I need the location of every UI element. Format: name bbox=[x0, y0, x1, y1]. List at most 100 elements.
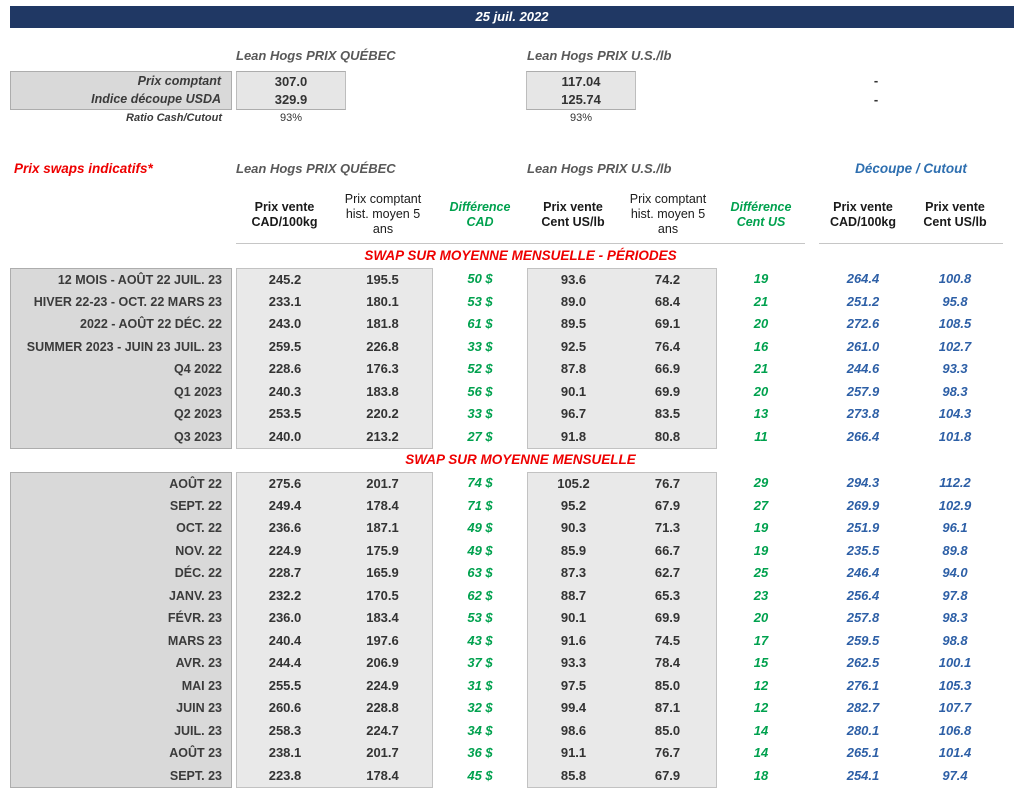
diff-cad-cell: 71 $ bbox=[467, 497, 493, 513]
cutout-us-cell: 94.0 bbox=[942, 565, 968, 580]
table-row: NOV. 22 224.9 175.9 49 $ 85.9 66.7 19 235.5 89.8 bbox=[10, 539, 1014, 562]
hist-cad-cell: 228.8 bbox=[333, 697, 433, 720]
hist-us-cell: 69.9 bbox=[619, 380, 717, 403]
swap-table-body: SWAP SUR MOYENNE MENSUELLE - PÉRIODES 12 … bbox=[10, 244, 1014, 788]
diff-cad-cell: 52 $ bbox=[467, 361, 493, 376]
table-row: SEPT. 23 223.8 178.4 45 $ 85.8 67.9 18 254.1 97.… bbox=[10, 764, 1014, 788]
cutout-cad-cell: 264.4 bbox=[846, 271, 880, 286]
diff-us-cell: 14 bbox=[753, 722, 769, 738]
hist-us-cell: 67.9 bbox=[619, 494, 717, 517]
report-date: 25 juil. 2022 bbox=[475, 9, 549, 24]
hist-cad-cell: 178.4 bbox=[333, 764, 433, 788]
diff-cad-cell: 49 $ bbox=[467, 520, 493, 535]
cutout-cad-cell: 265.1 bbox=[846, 745, 880, 760]
table-row: FÉVR. 23 236.0 183.4 53 $ 90.1 69.9 20 257.8 98.… bbox=[10, 607, 1014, 630]
diff-us-cell: 25 bbox=[753, 565, 769, 580]
spacer bbox=[805, 336, 819, 359]
diff-us-cell: 14 bbox=[753, 745, 769, 760]
row-label: 12 MOIS - AOÛT 22 JUIL. 23 bbox=[10, 268, 232, 292]
cutout-us-cell: 93.3 bbox=[942, 361, 968, 376]
cutout-cad-cell: 294.3 bbox=[846, 475, 880, 490]
diff-cad-cell: 31 $ bbox=[467, 677, 493, 693]
section-title: SWAP SUR MOYENNE MENSUELLE bbox=[405, 452, 636, 467]
spacer bbox=[636, 90, 856, 110]
price-cad-cell: 240.3 bbox=[236, 380, 333, 403]
table-row: JANV. 23 232.2 170.5 62 $ 88.7 65.3 23 256.4 97.… bbox=[10, 584, 1014, 607]
table-row: SUMMER 2023 - JUIN 23 JUIL. 23 259.5 226.8… bbox=[10, 335, 1014, 359]
row-label: SEPT. 23 bbox=[10, 764, 232, 788]
spot-note bbox=[856, 109, 896, 127]
price-us-cell: 91.1 bbox=[527, 742, 619, 765]
cutout-us-cell: 108.5 bbox=[938, 316, 972, 331]
row-label: 2022 - AOÛT 22 DÉC. 22 bbox=[10, 313, 232, 336]
diff-us-cell: 17 bbox=[753, 632, 769, 648]
price-cad-cell: 236.0 bbox=[236, 607, 333, 630]
diff-us-cell: 12 bbox=[753, 700, 769, 715]
hist-cad-cell: 180.1 bbox=[333, 290, 433, 313]
price-cad-cell: 249.4 bbox=[236, 494, 333, 517]
diff-us-cell: 27 bbox=[753, 497, 769, 513]
diff-us-cell: 13 bbox=[753, 406, 769, 421]
row-label: DÉC. 22 bbox=[10, 562, 232, 585]
price-cad-cell: 240.0 bbox=[236, 425, 333, 449]
cutout-cad-cell: 246.4 bbox=[846, 565, 880, 580]
diff-us-cell: 20 bbox=[753, 383, 769, 399]
spot-titles-row: Lean Hogs PRIX QUÉBEC Lean Hogs PRIX U.S… bbox=[10, 48, 1014, 66]
diff-us-cell: 23 bbox=[753, 587, 769, 603]
diff-cad-cell: 43 $ bbox=[467, 632, 493, 648]
price-cad-cell: 223.8 bbox=[236, 764, 333, 788]
cutout-cad-cell: 251.9 bbox=[846, 520, 880, 535]
cutout-us-cell: 100.8 bbox=[938, 271, 972, 286]
col-header-diff-cad: Différence CAD bbox=[433, 186, 527, 244]
table-row: MAI 23 255.5 224.9 31 $ 97.5 85.0 12 276.1 105.3 bbox=[10, 674, 1014, 697]
diff-cad-cell: 53 $ bbox=[467, 610, 493, 625]
hist-us-cell: 69.1 bbox=[619, 313, 717, 336]
hist-cad-cell: 220.2 bbox=[333, 403, 433, 426]
spot-us-value: 117.04 bbox=[526, 71, 636, 91]
cutout-us-cell: 98.3 bbox=[942, 383, 968, 399]
price-cad-cell: 224.9 bbox=[236, 539, 333, 562]
row-label: MAI 23 bbox=[10, 674, 232, 697]
price-cad-cell: 232.2 bbox=[236, 584, 333, 607]
spacer bbox=[346, 71, 526, 91]
cutout-cad-cell: 256.4 bbox=[846, 587, 880, 603]
hist-us-cell: 78.4 bbox=[619, 652, 717, 675]
swaps-header-row: Prix swaps indicatifs* Lean Hogs PRIX QU… bbox=[10, 161, 1014, 179]
row-label: AOÛT 22 bbox=[10, 472, 232, 496]
price-cad-cell: 253.5 bbox=[236, 403, 333, 426]
spot-us-value: 125.74 bbox=[526, 90, 636, 110]
diff-us-cell: 11 bbox=[754, 428, 768, 444]
spacer bbox=[805, 562, 819, 585]
price-cad-cell: 255.5 bbox=[236, 674, 333, 697]
cutout-cad-cell: 235.5 bbox=[846, 542, 880, 558]
diff-cad-cell: 61 $ bbox=[467, 316, 493, 331]
price-us-cell: 93.6 bbox=[527, 268, 619, 292]
spot-us-value: 93% bbox=[569, 112, 593, 124]
table-row: Q4 2022 228.6 176.3 52 $ 87.8 66.9 21 244.6 93.3 bbox=[10, 358, 1014, 381]
cutout-us-cell: 102.7 bbox=[938, 338, 972, 354]
cutout-us-cell: 89.8 bbox=[942, 542, 968, 558]
spacer bbox=[805, 472, 819, 496]
hist-us-cell: 68.4 bbox=[619, 290, 717, 313]
cutout-cad-cell: 282.7 bbox=[846, 700, 880, 715]
cutout-cad-cell: 257.8 bbox=[846, 610, 880, 625]
diff-cad-cell: 63 $ bbox=[467, 565, 493, 580]
price-cad-cell: 275.6 bbox=[236, 472, 333, 496]
spacer bbox=[805, 403, 819, 426]
diff-cad-cell: 33 $ bbox=[467, 338, 493, 354]
spot-row-label: Ratio Cash/Cutout bbox=[126, 112, 222, 124]
hist-cad-cell: 165.9 bbox=[333, 562, 433, 585]
table-row: Q3 2023 240.0 213.2 27 $ 91.8 80.8 11 266.4 101.… bbox=[10, 425, 1014, 449]
hist-cad-cell: 178.4 bbox=[333, 494, 433, 517]
row-label: NOV. 22 bbox=[10, 539, 232, 562]
cutout-cad-cell: 259.5 bbox=[846, 632, 880, 648]
price-us-cell: 98.6 bbox=[527, 719, 619, 742]
hist-cad-cell: 226.8 bbox=[333, 335, 433, 358]
section-title: SWAP SUR MOYENNE MENSUELLE - PÉRIODES bbox=[364, 248, 677, 263]
diff-cad-cell: 33 $ bbox=[467, 406, 493, 421]
diff-cad-cell: 37 $ bbox=[467, 655, 493, 670]
row-label: Q4 2022 bbox=[10, 358, 232, 381]
table-row: AVR. 23 244.4 206.9 37 $ 93.3 78.4 15 262.5 100.… bbox=[10, 652, 1014, 675]
hist-us-cell: 83.5 bbox=[619, 403, 717, 426]
col-header-hist-us: Prix comptant hist. moyen 5 ans bbox=[619, 186, 717, 244]
